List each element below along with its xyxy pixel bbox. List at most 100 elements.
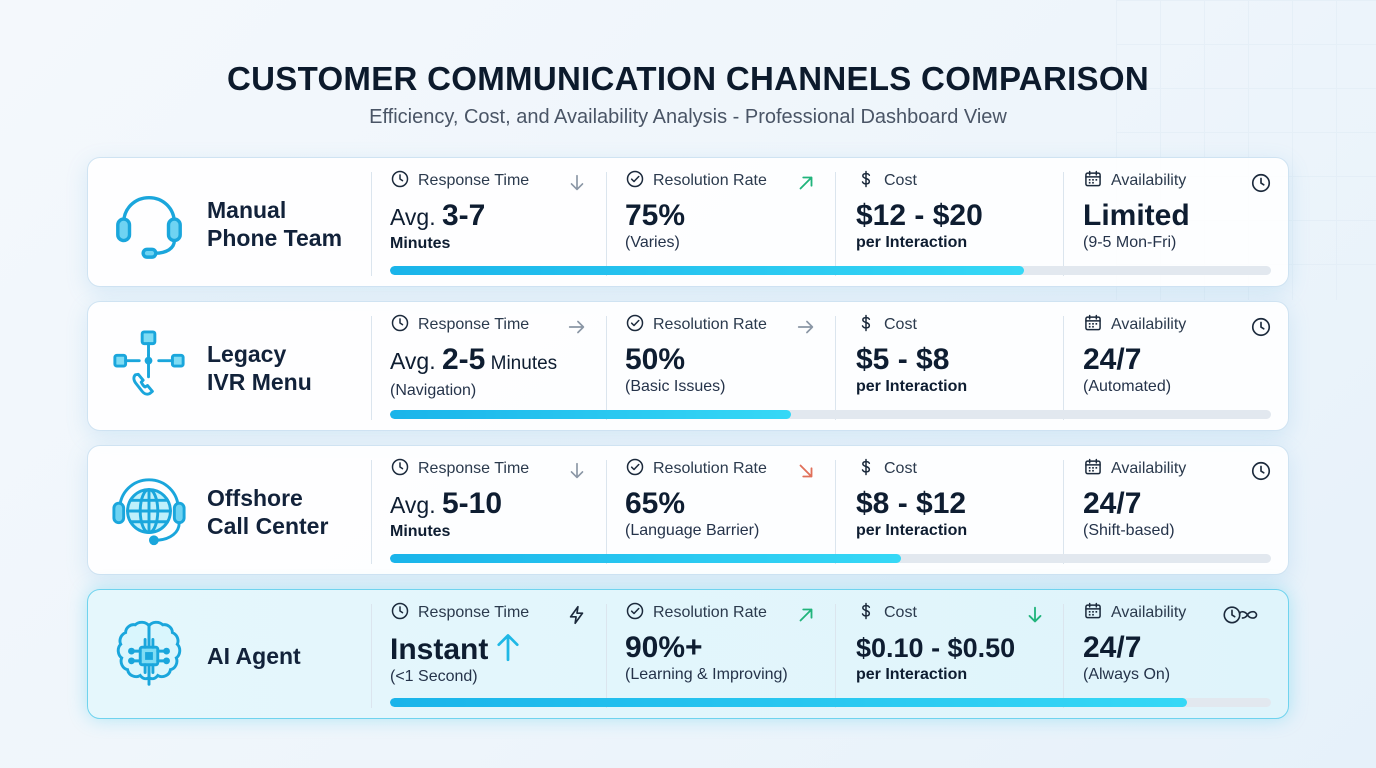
resolution-rate-metric: Resolution Rate 50% (Basic Issues) xyxy=(625,314,767,406)
column-divider xyxy=(835,316,836,420)
resolution-rate-value: 90%+ xyxy=(625,631,703,664)
response-time-metric: Response Time Avg. 2-5 Minutes (Navigation… xyxy=(390,314,557,406)
resolution-rate-header: Resolution Rate xyxy=(625,602,788,624)
arrow-up-right-icon xyxy=(795,172,817,194)
cost-header: Cost xyxy=(856,170,983,192)
resolution-rate-detail: (Basic Issues) xyxy=(625,378,726,395)
availability-header: Availability xyxy=(1083,458,1186,480)
cost-detail: per Interaction xyxy=(856,522,968,539)
availability-label: Availability xyxy=(1111,460,1187,477)
availability-detail: (Automated) xyxy=(1083,378,1172,395)
availability-detail: (Always On) xyxy=(1083,666,1171,683)
arrow-right-icon xyxy=(795,316,817,338)
cost-detail: per Interaction xyxy=(856,666,968,683)
column-divider xyxy=(606,172,607,276)
resolution-rate-detail: (Language Barrier) xyxy=(625,522,760,539)
resolution-rate-header: Resolution Rate xyxy=(625,170,767,192)
availability-header: Availability xyxy=(1083,314,1186,336)
arrow-down-icon xyxy=(566,172,588,194)
column-divider xyxy=(1063,604,1064,708)
arrow-down-icon xyxy=(566,460,588,482)
resolution-rate-metric: Resolution Rate 65% (Language Barrier) xyxy=(625,458,767,550)
response-time-label: Response Time xyxy=(418,460,530,477)
response-time-value: Instant xyxy=(390,632,529,666)
arrow-down-icon xyxy=(1024,604,1046,626)
column-divider xyxy=(371,460,372,564)
channel-name: Offshore Call Center xyxy=(207,485,329,539)
channel-name: Manual Phone Team xyxy=(207,197,343,251)
clock-icon xyxy=(390,169,410,194)
column-divider xyxy=(371,172,372,276)
value-suffix: Minutes xyxy=(485,353,558,374)
clock-icon xyxy=(390,457,410,482)
check-circle-icon xyxy=(625,313,645,338)
resolution-rate-label: Resolution Rate xyxy=(653,460,767,477)
dollar-icon xyxy=(856,601,876,626)
value-main: 2-5 xyxy=(442,343,486,376)
arrow-up-icon xyxy=(494,632,522,662)
availability-label: Availability xyxy=(1111,316,1187,333)
progress-fill xyxy=(390,410,791,419)
response-time-header: Response Time xyxy=(390,170,529,192)
availability-header: Availability xyxy=(1083,602,1186,624)
resolution-rate-label: Resolution Rate xyxy=(653,316,767,333)
resolution-rate-header: Resolution Rate xyxy=(625,314,767,336)
value-main: 3-7 xyxy=(442,199,486,232)
clock-icon xyxy=(390,313,410,338)
check-circle-icon xyxy=(625,601,645,626)
response-time-value: Avg. 3-7 xyxy=(390,200,529,233)
resolution-rate-metric: Resolution Rate 75% (Varies) xyxy=(625,170,767,262)
calendar-icon xyxy=(1083,457,1103,482)
efficiency-progress-bar xyxy=(390,698,1271,707)
value-prefix: Avg. xyxy=(390,492,442,518)
channel-card: Manual Phone Team Response Time Avg. 3-7 Mi… xyxy=(87,157,1289,287)
channel-name: AI Agent xyxy=(207,643,301,669)
availability-label: Availability xyxy=(1111,172,1187,189)
cost-detail: per Interaction xyxy=(856,378,968,395)
cost-value: $8 - $12 xyxy=(856,487,967,520)
response-time-metric: Response Time Avg. 5-10 Minutes xyxy=(390,458,529,550)
cost-label: Cost xyxy=(884,460,917,477)
progress-fill xyxy=(390,266,1025,275)
response-time-metric: Response Time Instant (<1 Second) xyxy=(390,602,529,694)
cost-value: $5 - $8 xyxy=(856,343,950,376)
value-prefix: Avg. xyxy=(390,204,442,230)
channel-card: Legacy IVR Menu Response Time Avg. 2-5 Min… xyxy=(87,301,1289,431)
cost-label: Cost xyxy=(884,604,917,621)
cost-header: Cost xyxy=(856,314,967,336)
resolution-rate-value: 65% xyxy=(625,487,686,520)
resolution-rate-label: Resolution Rate xyxy=(653,172,767,189)
ivr-tree-icon xyxy=(110,328,188,406)
availability-detail: (9-5 Mon-Fri) xyxy=(1083,234,1177,251)
column-divider xyxy=(606,316,607,420)
efficiency-progress-bar xyxy=(390,554,1271,563)
cost-label: Cost xyxy=(884,172,917,189)
cost-value: $0.10 - $0.50 xyxy=(856,633,1016,663)
response-time-value: Avg. 2-5 Minutes xyxy=(390,344,557,380)
resolution-rate-header: Resolution Rate xyxy=(625,458,767,480)
response-time-detail: (<1 Second) xyxy=(390,668,478,685)
cost-header: Cost xyxy=(856,458,967,480)
arrow-down-right-icon xyxy=(795,460,817,482)
channel-card: Offshore Call Center Response Time Avg. 5-… xyxy=(87,445,1289,575)
availability-label: Availability xyxy=(1111,604,1187,621)
column-divider xyxy=(1063,316,1064,420)
availability-value: 24/7 xyxy=(1083,343,1142,376)
cost-label: Cost xyxy=(884,316,917,333)
calendar-icon xyxy=(1083,313,1103,338)
response-time-header: Response Time xyxy=(390,602,529,624)
page-title: CUSTOMER COMMUNICATION CHANNELS COMPARIS… xyxy=(227,60,1149,97)
value-prefix: Avg. xyxy=(390,348,442,374)
dollar-icon xyxy=(856,457,876,482)
clock-icon xyxy=(1250,316,1272,338)
response-time-label: Response Time xyxy=(418,172,530,189)
cost-header: Cost xyxy=(856,602,1015,624)
progress-fill xyxy=(390,698,1188,707)
check-circle-icon xyxy=(625,457,645,482)
availability-value: 24/7 xyxy=(1083,631,1142,664)
response-time-metric: Response Time Avg. 3-7 Minutes xyxy=(390,170,529,262)
column-divider xyxy=(371,604,372,708)
response-time-detail: Minutes xyxy=(390,235,451,252)
dollar-icon xyxy=(856,169,876,194)
page-subtitle: Efficiency, Cost, and Availability Analy… xyxy=(369,106,1007,128)
